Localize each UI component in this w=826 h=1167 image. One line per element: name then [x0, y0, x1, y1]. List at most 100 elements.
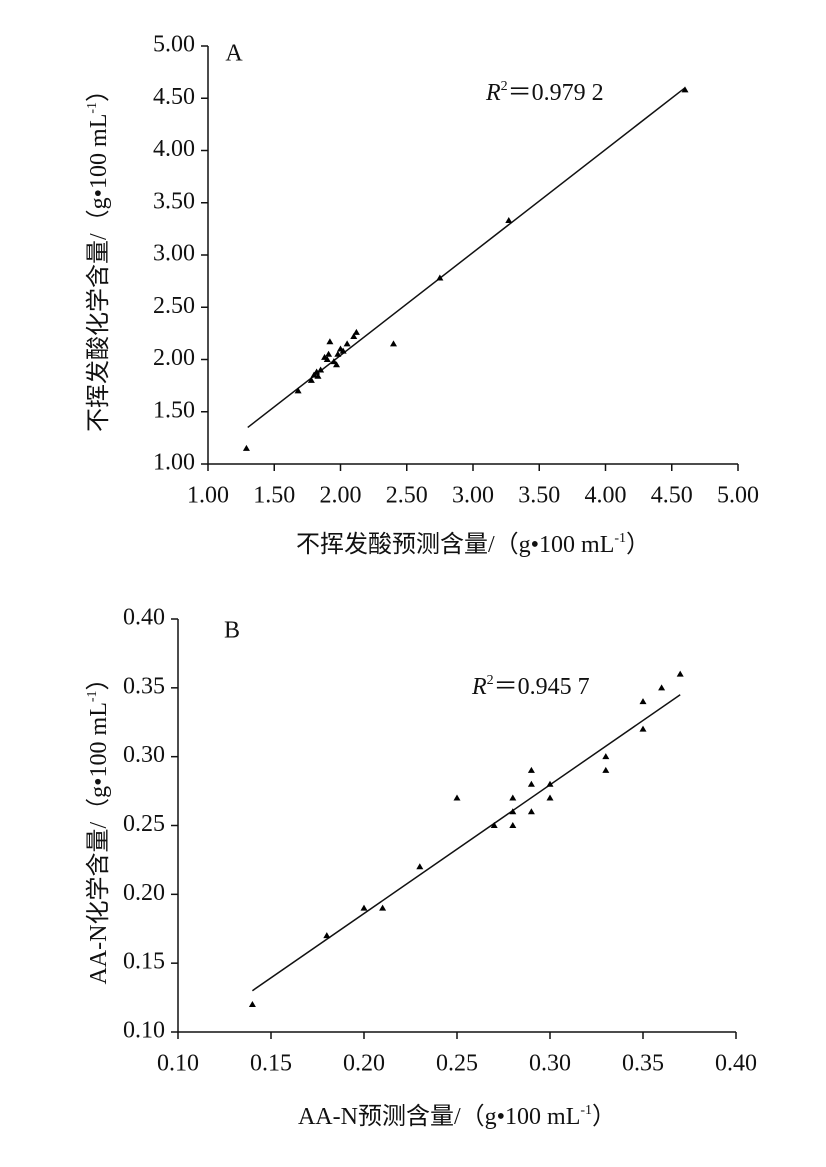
data-point	[242, 444, 250, 451]
x-tick-label: 3.50	[518, 483, 560, 509]
chart-panel: 1.00 1.50 2.00 2.50 3.00 3.50 4.00 4.50 5.00 1.00…	[85, 32, 760, 558]
data-point	[313, 368, 321, 375]
data-point	[307, 376, 315, 383]
data-point	[505, 217, 513, 224]
axis-label-part: ）	[86, 78, 112, 102]
x-tick-label: 2.50	[386, 483, 428, 509]
data-point	[546, 780, 554, 787]
data-point	[294, 387, 302, 394]
annotation-exponent: 2	[487, 673, 494, 688]
y-tick-label: 1.00	[153, 450, 195, 476]
axis-label-part: AA-N化学含量/（g•100 mL	[85, 702, 112, 984]
data-point	[248, 1000, 256, 1007]
data-point	[527, 808, 535, 815]
data-point	[310, 371, 318, 378]
x-tick-label: 1.50	[253, 483, 295, 509]
data-point	[334, 350, 342, 357]
data-point	[323, 356, 331, 362]
axis-label-superscript: -1	[85, 102, 100, 114]
axis-label-part: ）	[592, 1104, 616, 1130]
data-point	[509, 794, 517, 801]
y-tick-label: 5.00	[153, 32, 195, 58]
data-point	[326, 338, 334, 345]
axis-label-part: 不挥发酸化学含量/（g•100 mL	[85, 114, 112, 432]
x-tick-label: 0.25	[436, 1051, 478, 1077]
x-tick-label: 0.40	[715, 1051, 757, 1077]
y-tick-label: 1.50	[153, 397, 195, 423]
data-point	[602, 753, 610, 760]
x-tick-label: 5.00	[717, 483, 759, 509]
data-point	[639, 725, 647, 732]
data-point	[602, 766, 610, 773]
data-point	[323, 932, 331, 939]
data-point	[490, 822, 498, 828]
x-tick-label: 0.20	[343, 1051, 385, 1077]
y-tick-label: 0.15	[123, 949, 165, 975]
axis-label: 不挥发酸化学含量/（g•100 mL-1）	[85, 78, 112, 432]
axis-label-part: AA-N预测含量/（g•100 mL	[298, 1103, 580, 1130]
chart-panel: 0.10 0.15 0.20 0.25 0.30 0.35 0.40 0.10 0.15 0.20…	[85, 605, 758, 1130]
annotation-text: ＝0.945 7	[494, 674, 590, 700]
data-point	[453, 794, 461, 801]
data-point	[390, 340, 397, 347]
data-point	[509, 808, 517, 815]
y-tick-label: 0.20	[123, 880, 165, 906]
annotation-variable: R	[485, 80, 501, 106]
data-point	[343, 340, 351, 347]
panel-label: B	[224, 618, 240, 644]
y-tick-label: 0.30	[123, 742, 165, 768]
data-point	[676, 670, 684, 677]
data-point	[350, 333, 358, 340]
axis-label: AA-N预测含量/（g•100 mL-1）	[298, 1103, 616, 1130]
axis-label-superscript: -1	[614, 531, 626, 546]
y-tick-label: 0.35	[123, 673, 165, 699]
data-point	[658, 684, 666, 691]
x-tick-label: 0.35	[622, 1051, 664, 1077]
x-tick-label: 3.00	[452, 483, 494, 509]
x-tick-label: 4.00	[585, 483, 627, 509]
data-point	[639, 698, 647, 705]
data-point	[314, 372, 322, 379]
data-point	[333, 361, 341, 368]
annotation: R2＝0.945 7	[471, 673, 590, 700]
data-point	[509, 822, 517, 828]
y-tick-label: 2.00	[153, 345, 195, 371]
data-point	[330, 358, 338, 365]
data-point	[360, 904, 368, 911]
y-tick-label: 4.00	[153, 136, 195, 162]
annotation: R2＝0.979 2	[485, 79, 604, 106]
trend-line	[251, 694, 681, 992]
data-point	[681, 86, 689, 93]
x-tick-label: 1.00	[187, 483, 229, 509]
y-tick-label: 2.50	[153, 293, 195, 319]
data-point	[317, 366, 325, 373]
y-tick-label: 4.50	[153, 84, 195, 110]
x-tick-label: 4.50	[651, 483, 693, 509]
axis-label-part: ）	[626, 532, 650, 558]
y-tick-label: 3.50	[153, 188, 195, 214]
x-tick-label: 0.30	[529, 1051, 571, 1077]
axis-label-superscript: -1	[85, 690, 100, 702]
y-tick-label: 3.00	[153, 241, 195, 267]
data-point	[325, 350, 333, 357]
x-tick-label: 2.00	[320, 483, 362, 509]
data-point	[339, 347, 347, 354]
data-point	[352, 328, 360, 335]
axis-label-superscript: -1	[580, 1103, 592, 1118]
panel-label: A	[225, 41, 243, 67]
data-point	[416, 863, 424, 870]
axis-label-part: ）	[86, 666, 112, 690]
data-point	[436, 274, 444, 281]
data-point	[379, 904, 387, 911]
axis-label-part: 不挥发酸预测含量/（g•100 mL	[296, 531, 614, 558]
y-tick-label: 0.25	[123, 811, 165, 837]
data-point	[527, 780, 535, 787]
axis-label: AA-N化学含量/（g•100 mL-1）	[85, 666, 112, 984]
x-tick-label: 0.10	[157, 1051, 199, 1077]
data-point	[527, 766, 535, 773]
axis-label: 不挥发酸预测含量/（g•100 mL-1）	[296, 531, 650, 558]
y-tick-label: 0.10	[123, 1018, 165, 1044]
axis-line	[177, 619, 736, 1033]
annotation-exponent: 2	[501, 79, 508, 94]
